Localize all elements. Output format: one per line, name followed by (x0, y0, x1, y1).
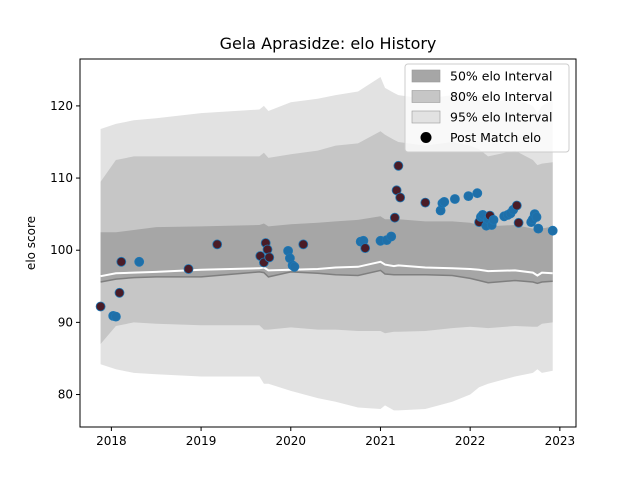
y-tick-label: 90 (58, 315, 73, 329)
post-match-elo-point (395, 192, 406, 203)
y-tick-label: 80 (58, 388, 73, 402)
post-match-elo-point (298, 239, 309, 250)
legend-swatch (411, 90, 441, 103)
chart-title: Gela Aprasidze: elo History (220, 34, 437, 53)
post-match-elo-point (95, 301, 106, 312)
post-match-elo-point (449, 194, 460, 204)
post-match-elo-point (531, 212, 542, 222)
post-match-elo-point (264, 252, 275, 263)
lower-quartile-line (100, 269, 553, 285)
plot-area: 2018 2019 2020 2021 2022 2023 80 90 100 110 120 (50, 58, 577, 448)
legend-label: 80% elo Interval (450, 89, 552, 104)
x-tick-label: 2018 (96, 434, 127, 448)
plot-inner (95, 77, 558, 411)
post-match-elo-point (439, 196, 450, 207)
legend-swatch (411, 110, 441, 124)
post-match-elo-point (183, 264, 194, 274)
x-tick-label: 2020 (276, 434, 307, 448)
post-match-elo-point (533, 223, 544, 234)
post-match-elo-point (389, 212, 400, 223)
post-match-elo-point (511, 200, 522, 211)
legend-marker (420, 132, 432, 143)
post-match-elo-point (212, 239, 223, 250)
y-tick-label: 110 (50, 171, 73, 185)
post-match-elo-point (114, 287, 125, 298)
x-tick-label: 2021 (365, 434, 396, 448)
legend: 50% elo Interval 80% elo Interval 95% elo … (404, 63, 570, 153)
legend-label: 95% elo Interval (450, 110, 552, 125)
post-match-elo-point (360, 243, 371, 254)
post-match-elo-point (472, 188, 483, 199)
post-match-elo-point (386, 231, 397, 242)
x-tick-label: 2023 (545, 434, 576, 448)
y-tick-label: 120 (50, 99, 73, 113)
post-match-elo-point (116, 256, 127, 267)
legend-box (404, 63, 570, 153)
y-axis-label: elo score (24, 216, 38, 270)
post-match-elo-point (488, 214, 499, 225)
post-match-elo-point (420, 197, 431, 208)
post-match-elo-point (262, 244, 273, 255)
post-match-elo-point (111, 311, 121, 322)
legend-label: 50% elo Interval (450, 69, 552, 84)
post-match-elo-point (134, 256, 145, 267)
legend-swatch (411, 69, 441, 83)
axes-frame (79, 58, 577, 428)
x-tick-label: 2022 (455, 434, 486, 448)
legend-label: Post Match elo (450, 130, 541, 145)
y-tick-label: 100 (50, 243, 73, 257)
band-50-interval (100, 216, 553, 284)
post-match-elo-point (393, 160, 404, 171)
median-elo-line (100, 260, 553, 278)
post-match-elo-point (513, 217, 524, 228)
x-tick-label: 2019 (186, 434, 217, 448)
post-match-elo-point (463, 191, 474, 202)
post-match-elo-point (289, 261, 300, 272)
post-match-elo-point (547, 225, 558, 236)
